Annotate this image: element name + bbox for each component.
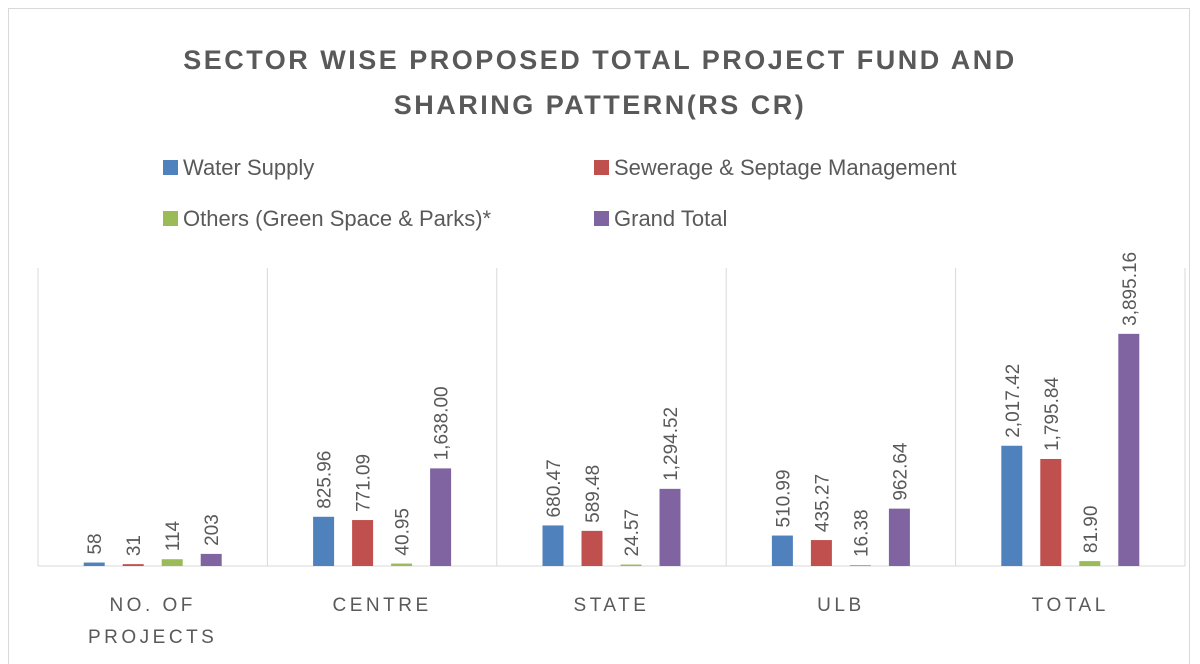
chart-title: SECTOR WISE PROPOSED TOTAL PROJECT FUND … <box>183 45 1017 120</box>
data-label: 589.48 <box>583 465 604 523</box>
legend-swatch <box>594 211 609 226</box>
x-tick-label: TOTAL <box>1031 595 1109 616</box>
data-label: 31 <box>124 535 145 556</box>
bar <box>581 530 603 566</box>
chart-frame <box>8 8 1190 664</box>
data-label: 1,795.84 <box>1042 377 1063 451</box>
legend-label: Sewerage & Septage Management <box>614 155 957 180</box>
bar <box>161 559 183 566</box>
data-label: 24.57 <box>622 509 643 557</box>
data-label: 962.64 <box>890 442 911 501</box>
bar <box>1079 561 1101 566</box>
data-label: 771.09 <box>354 454 375 512</box>
data-label: 3,895.16 <box>1120 252 1141 326</box>
bar <box>391 563 413 566</box>
bar <box>542 525 564 566</box>
bar <box>888 508 910 566</box>
data-label: 435.27 <box>812 474 833 532</box>
data-label: 40.95 <box>393 508 414 556</box>
legend-swatch <box>594 160 609 175</box>
bar <box>771 535 793 566</box>
bar <box>83 562 105 566</box>
legend-swatch <box>163 211 178 226</box>
bar <box>200 553 222 566</box>
data-label: 1,638.00 <box>432 386 453 460</box>
data-label: 81.90 <box>1081 506 1102 554</box>
bar <box>1040 458 1062 566</box>
data-label: 2,017.42 <box>1003 364 1024 438</box>
bar <box>430 468 452 566</box>
bar <box>313 516 335 566</box>
x-tick-label: NO. OF PROJECTS <box>88 595 218 648</box>
legend-label: Others (Green Space & Parks)* <box>183 206 492 231</box>
legend-swatch <box>163 160 178 175</box>
data-label: 680.47 <box>544 459 565 517</box>
bar <box>122 564 144 566</box>
data-label: 825.96 <box>315 451 336 509</box>
data-label: 510.99 <box>773 469 794 527</box>
bar <box>1118 333 1140 566</box>
data-label: 58 <box>85 533 106 554</box>
data-label: 114 <box>163 520 184 551</box>
data-label: 203 <box>202 514 223 546</box>
bar <box>810 540 832 566</box>
data-label: 16.38 <box>851 509 872 557</box>
legend-label: Water Supply <box>183 155 315 180</box>
x-tick-label: ULB <box>817 595 865 616</box>
bar <box>352 520 374 566</box>
bar <box>849 565 871 566</box>
legend-label: Grand Total <box>614 206 728 231</box>
bar <box>620 564 642 566</box>
data-label: 1,294.52 <box>661 407 682 481</box>
bar <box>659 488 681 566</box>
bar <box>1001 445 1023 566</box>
x-tick-label: CENTRE <box>332 595 432 616</box>
x-tick-label: STATE <box>573 595 650 616</box>
